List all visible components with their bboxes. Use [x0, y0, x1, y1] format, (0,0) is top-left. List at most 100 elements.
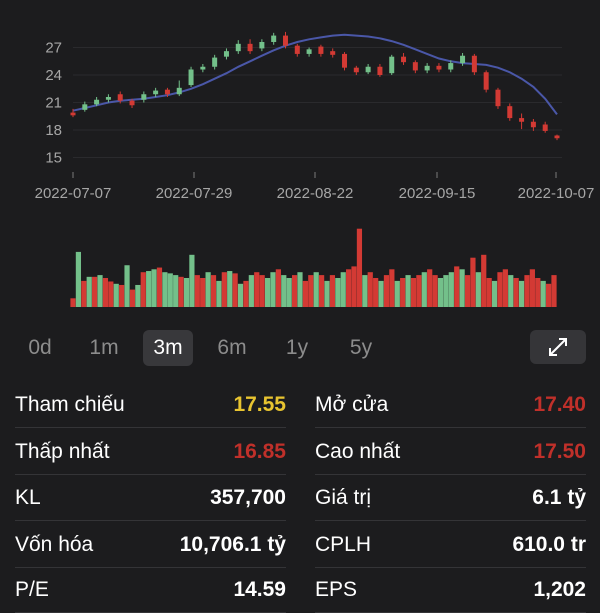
range-tab-1y[interactable]: 1y: [285, 336, 309, 359]
candle: [271, 32, 277, 45]
candle: [200, 64, 206, 73]
stat-value: 17.40: [533, 393, 586, 416]
candle-body: [153, 90, 159, 95]
volume-bar: [383, 275, 390, 307]
volume-bar: [491, 280, 498, 307]
stat-label: CPLH: [315, 533, 372, 556]
range-tab-0d[interactable]: 0d: [28, 336, 52, 359]
volume-bar: [454, 266, 460, 307]
range-tab-3m[interactable]: 3m: [143, 330, 193, 366]
volume-bar: [205, 272, 211, 307]
volume-bar: [540, 280, 546, 307]
candle-body: [542, 124, 548, 131]
candle: [129, 98, 135, 108]
candle-body: [282, 35, 288, 46]
candle: [377, 64, 383, 77]
volume-bar: [497, 272, 503, 307]
volume-bar: [221, 272, 227, 307]
candle: [318, 44, 324, 57]
stat-thap-nhat: Thấp nhất 16.85: [15, 430, 286, 475]
candle-body: [330, 51, 336, 55]
volume-bar: [113, 283, 119, 307]
volume-bar: [102, 278, 109, 307]
expand-arrows-icon: [549, 338, 567, 356]
stat-value: 16.85: [233, 440, 286, 463]
volume-bar: [389, 269, 395, 307]
candle: [247, 39, 253, 54]
volume-bar: [200, 278, 206, 307]
stat-label: Cao nhất: [315, 440, 401, 463]
stat-tham-chieu: Tham chiếu 17.55: [15, 383, 286, 428]
volume-bar: [405, 275, 411, 307]
y-tick-label: 18: [45, 122, 62, 139]
volume-bar: [335, 278, 341, 307]
stat-eps: EPS 1,202: [315, 568, 586, 613]
candle-body: [259, 42, 265, 49]
volume-bar: [248, 275, 254, 307]
candle-body: [436, 65, 442, 70]
volume-bar: [513, 278, 519, 307]
candle-body: [82, 104, 88, 110]
volume-bar: [302, 280, 308, 307]
volume-bar: [135, 284, 141, 307]
volume-bar: [308, 275, 314, 307]
candle: [259, 39, 265, 52]
price-chart[interactable]: 27 24 21 18 15 2022-07-07 2022-07-29 2022-08-2…: [0, 0, 600, 320]
candle: [389, 54, 395, 75]
candle-body: [200, 66, 206, 70]
candle-body: [507, 106, 513, 119]
volume-bar: [124, 265, 130, 307]
candle: [365, 64, 371, 75]
candle-body: [129, 100, 135, 106]
candle-body: [424, 65, 430, 71]
x-axis-ticks: 2022-07-07 2022-07-29 2022-08-22 2022-09-15…: [35, 172, 595, 202]
range-tabs: 0d 1m 3m 6m 1y 5y: [0, 330, 600, 368]
candle: [471, 53, 477, 75]
volume-bar: [319, 275, 325, 307]
candle: [188, 66, 194, 87]
candle: [530, 119, 536, 131]
candle-body: [176, 87, 182, 95]
x-tick-label: 2022-10-07: [518, 185, 595, 202]
range-tab-6m[interactable]: 6m: [217, 336, 247, 359]
candle: [519, 113, 525, 130]
candle-body: [105, 97, 111, 100]
volume-bar: [189, 254, 195, 307]
expand-chart-button[interactable]: [530, 330, 586, 364]
range-tab-5y[interactable]: 5y: [349, 336, 373, 359]
volume-bar: [97, 275, 103, 307]
y-tick-label: 27: [45, 40, 62, 57]
volume-bar: [178, 276, 184, 307]
range-tab-1m[interactable]: 1m: [89, 336, 119, 359]
candle: [306, 47, 312, 57]
candle-body: [353, 67, 359, 73]
volume-bar: [129, 289, 136, 307]
volume-bar: [410, 278, 417, 307]
volume-bar: [416, 275, 422, 307]
stat-label: Thấp nhất: [15, 440, 110, 463]
volume-bar: [378, 280, 384, 307]
candle-body: [377, 66, 383, 75]
volume-bar: [524, 275, 530, 307]
candle-body: [342, 53, 348, 68]
volume-bar: [535, 278, 541, 307]
volume-bar: [351, 266, 357, 307]
stat-label: KL: [15, 486, 41, 509]
stat-value: 17.50: [533, 440, 586, 463]
volume-bar: [92, 276, 98, 307]
candle-body: [70, 112, 76, 116]
stat-label: EPS: [315, 578, 358, 601]
candle-body: [495, 89, 501, 107]
stat-kl: KL 357,700: [15, 476, 286, 521]
candle-body: [412, 62, 418, 71]
stat-gia-tri: Giá trị 6.1 tỷ: [315, 476, 586, 521]
volume-bar: [270, 272, 276, 307]
volume-bar: [400, 278, 406, 307]
volume-bar: [173, 275, 179, 307]
candle: [94, 97, 100, 107]
candle-body: [235, 43, 241, 52]
candle: [448, 60, 454, 73]
candle-body: [471, 55, 477, 73]
volume-bar: [210, 275, 217, 307]
candlesticks: [70, 31, 560, 141]
